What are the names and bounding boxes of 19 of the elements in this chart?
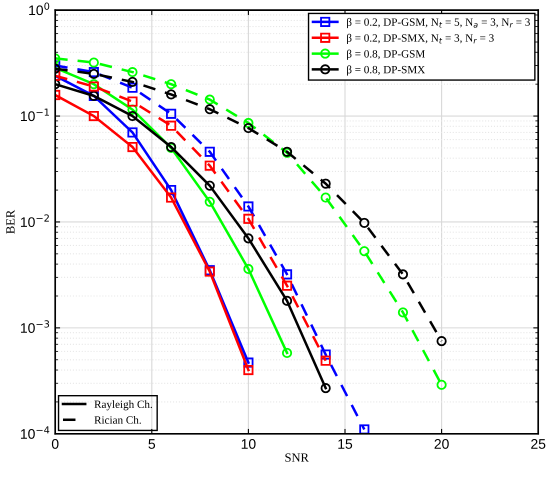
annotation: Rayleigh Ch.	[94, 400, 152, 410]
x-tick-label: 5	[148, 439, 156, 449]
y-tick-label: 10$^{−4}$	[20, 426, 50, 439]
x-tick-label: 25	[531, 439, 546, 449]
y-tick-label: 10$^{−1}$	[20, 108, 49, 122]
x-tick-label: 20	[434, 439, 449, 449]
legend-label: β = 0.2, DP-SMX, N$_{t}$ = 3, N$_{r}$ = 3	[347, 34, 494, 44]
y-tick-label: 10$^{0}$	[29, 2, 50, 16]
x-tick-label: 0	[52, 439, 59, 449]
x-tick-label: 15	[338, 439, 352, 449]
x-axis-title: SNR	[285, 453, 309, 462]
annotation: Rician Ch.	[94, 416, 141, 424]
legend-label: β = 0.8, DP-SMX	[347, 65, 426, 76]
y-tick-label: 10$^{−2}$	[20, 214, 49, 228]
x-tick-label: 10	[242, 439, 256, 449]
y-axis-title: BER	[6, 210, 15, 234]
legend-label: β = 0.2, DP-GSM, N$_{t}$ = 5, N$_{a}$ = 3, N$_{r}$ = 3	[347, 18, 530, 28]
y-tick-label: 10$^{−3}$	[20, 320, 50, 333]
legend-label: β = 0.8, DP-GSM	[347, 50, 425, 60]
